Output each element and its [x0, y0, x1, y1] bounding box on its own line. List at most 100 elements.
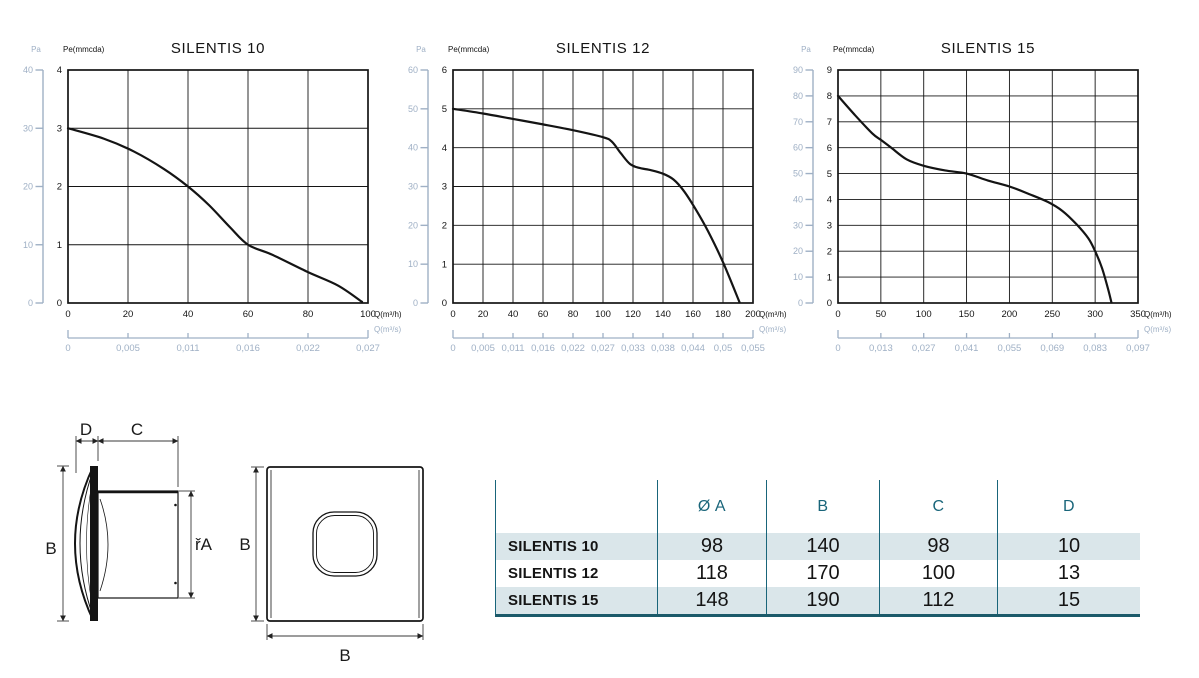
- tick-label: 2: [827, 246, 832, 257]
- value-cell: 98: [879, 533, 997, 560]
- tick-label: 10: [408, 259, 418, 269]
- fan-curve-chart-silentis-10: SILENTIS 10 Pa Pe(mmcda) 0 10 20 30 40 0 1 2 3 4 0 20 4…: [14, 30, 413, 360]
- dim-label-c: C: [131, 420, 143, 439]
- row-label-cell: [495, 480, 657, 533]
- chart-title: SILENTIS 12: [556, 40, 650, 57]
- tick-label: 250: [1044, 309, 1060, 320]
- x2-axis-title: Q(m³/s): [1144, 325, 1171, 334]
- table-row: SILENTIS 15 148 190 112 15: [495, 587, 1140, 614]
- x-axis: 0 20 40 60 80 100 120 140 160 180 200: [450, 309, 761, 320]
- tick-label: 3: [827, 221, 832, 232]
- pa-axis: 0 10 20 30 40 50 60: [408, 65, 429, 308]
- tick-label: 0,005: [471, 343, 495, 354]
- tick-label: 10: [23, 240, 33, 250]
- tick-label: 30: [23, 123, 33, 133]
- tick-label: 0: [65, 309, 70, 320]
- tick-label: 5: [827, 169, 832, 180]
- value-cell: 190: [766, 587, 879, 614]
- tick-label: 0,055: [998, 343, 1022, 354]
- tick-label: 70: [793, 117, 803, 127]
- plot-border: [837, 69, 1139, 304]
- tick-label: 2: [57, 182, 62, 193]
- tick-label: 0,027: [591, 343, 615, 354]
- tick-label: 0,041: [955, 343, 979, 354]
- tick-label: 3: [57, 123, 62, 134]
- value-cell: Ø A: [657, 480, 766, 533]
- tick-label: 0: [798, 298, 803, 308]
- tick-label: 100: [360, 309, 376, 320]
- tick-label: 90: [793, 65, 803, 75]
- tick-label: 0: [450, 343, 455, 354]
- tick-label: 4: [827, 195, 832, 206]
- tick-label: 7: [827, 117, 832, 128]
- pe-axis-title: Pe(mmcda): [448, 45, 490, 54]
- tick-label: 0,011: [501, 343, 524, 354]
- tick-label: 6: [827, 143, 832, 154]
- pe-axis: 0 1 2 3 4 5 6 7 8 9: [827, 65, 832, 309]
- tick-label: 8: [827, 91, 832, 102]
- tick-label: 180: [715, 309, 731, 320]
- cover-inner-curve: [79, 470, 94, 617]
- tick-label: 10: [793, 272, 803, 282]
- fan-curve-chart-silentis-12: SILENTIS 12 Pa Pe(mmcda) 0 10 20 30 40 50 60 0 1 2 3 4…: [399, 30, 798, 360]
- tick-label: 0: [835, 309, 840, 320]
- tick-label: 20: [123, 309, 134, 320]
- tick-label: 140: [655, 309, 671, 320]
- row-label-cell: SILENTIS 12: [495, 560, 657, 587]
- tick-label: 40: [23, 65, 33, 75]
- tick-label: 100: [595, 309, 611, 320]
- tick-label: 80: [303, 309, 314, 320]
- tick-label: 50: [876, 309, 887, 320]
- dim-label-b-front-bottom: B: [339, 646, 350, 665]
- pa-axis: 0 10 20 30 40: [23, 65, 44, 308]
- pe-axis-title: Pe(mmcda): [63, 45, 105, 54]
- tick-label: 40: [408, 143, 418, 153]
- tick-label: 1: [827, 272, 832, 283]
- tick-label: 9: [827, 65, 832, 76]
- front-panel: [266, 466, 424, 622]
- cover-outer-curve: [74, 466, 94, 621]
- tick-label: 0: [28, 298, 33, 308]
- tick-label: 0,038: [651, 343, 675, 354]
- tick-label: 0,027: [356, 343, 380, 354]
- tick-label: 4: [57, 65, 62, 76]
- pe-axis: 0 1 2 3 4 5 6: [442, 65, 447, 309]
- tick-label: 0,016: [531, 343, 555, 354]
- tick-label: 40: [508, 309, 519, 320]
- tick-label: 0: [827, 298, 832, 309]
- value-cell: C: [879, 480, 997, 533]
- x2-axis: 0 0,005 0,011 0,016 0,022 0,027: [65, 330, 380, 354]
- performance-curve: [451, 107, 741, 304]
- tick-label: 60: [793, 143, 803, 153]
- front-view-dimensions: [251, 466, 424, 640]
- tick-label: 0,083: [1083, 343, 1107, 354]
- dim-label-a: řA: [195, 535, 213, 554]
- dimension-drawing-svg: D C B řA B B: [45, 420, 424, 665]
- tick-label: 40: [183, 309, 194, 320]
- table-row: SILENTIS 12 118 170 100 13: [495, 560, 1140, 587]
- technical-drawing: D C B řA B B: [40, 413, 440, 673]
- tick-label: 30: [408, 182, 418, 192]
- tick-label: 80: [568, 309, 579, 320]
- center-squircle-outer: [312, 511, 378, 577]
- tick-label: 6: [442, 65, 447, 76]
- x-axis-title: Q(m³/h): [374, 310, 402, 319]
- x-axis-title: Q(m³/h): [759, 310, 787, 319]
- duct-body: [97, 490, 179, 599]
- tick-label: 0,044: [681, 343, 705, 354]
- x-axis-title: Q(m³/h): [1144, 310, 1172, 319]
- tick-label: 20: [478, 309, 489, 320]
- value-cell: 170: [766, 560, 879, 587]
- tick-label: 0: [442, 298, 447, 309]
- screw-dot-bottom: [174, 581, 177, 585]
- row-label-cell: SILENTIS 10: [495, 533, 657, 560]
- row-label-cell: SILENTIS 15: [495, 587, 657, 614]
- x-axis: 0 20 40 60 80 100: [65, 309, 376, 320]
- fan-bell-arc: [99, 498, 109, 592]
- x2-axis-title: Q(m³/s): [759, 325, 786, 334]
- tick-label: 4: [442, 143, 447, 154]
